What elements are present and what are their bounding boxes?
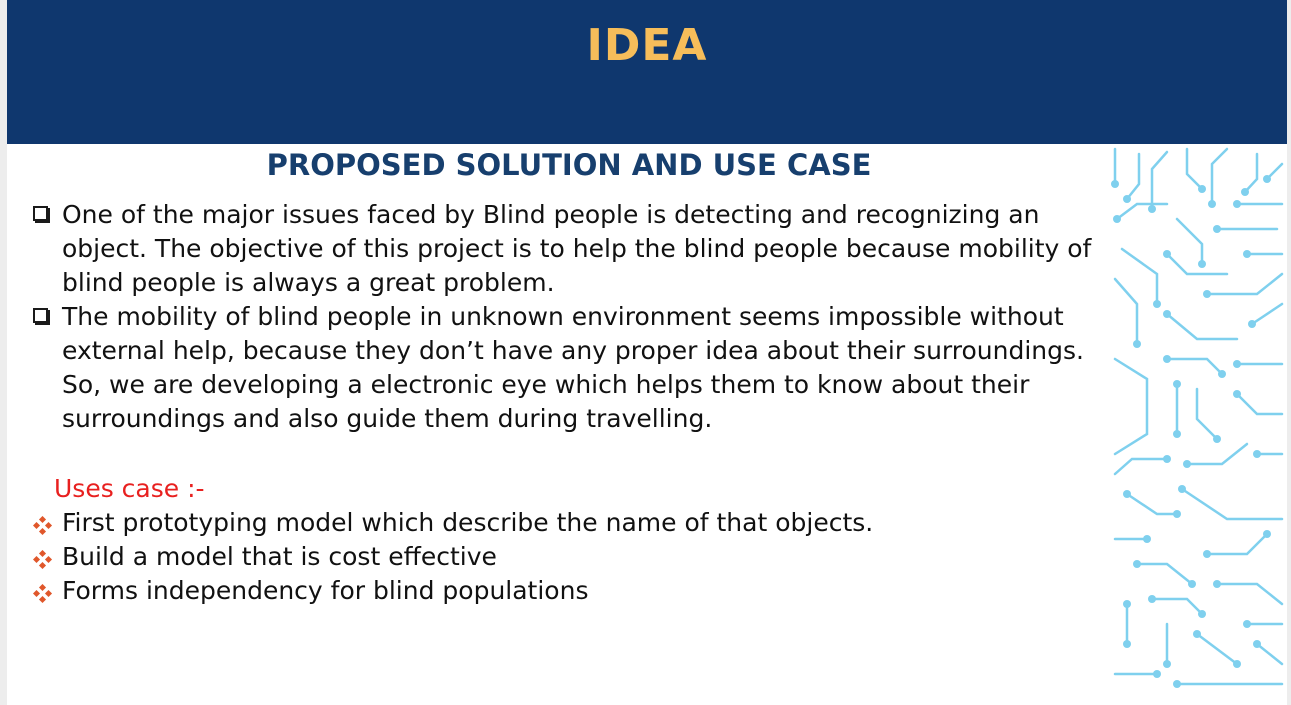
use-case-text: First prototyping model which describe t…: [62, 508, 874, 537]
square-bullet-icon: [33, 206, 48, 221]
diamond-bullet-icon: [33, 516, 53, 536]
diamond-bullet-icon: [33, 584, 53, 604]
use-case-item: First prototyping model which describe t…: [31, 506, 1031, 540]
bullet-item: One of the major issues faced by Blind p…: [31, 198, 1121, 300]
diamond-bullet-icon: [33, 550, 53, 570]
slide-title: IDEA: [586, 20, 708, 71]
header-bar: IDEA: [7, 0, 1287, 144]
bullet-text: The mobility of blind people in unknown …: [62, 302, 1084, 433]
use-case-text: Build a model that is cost effective: [62, 542, 497, 571]
use-case-text: Forms independency for blind populations: [62, 576, 589, 605]
slide: IDEA PROPOSED SOLUTION AND USE CASE One …: [7, 0, 1287, 705]
section-heading: PROPOSED SOLUTION AND USE CASE: [266, 148, 872, 182]
square-bullet-icon: [33, 308, 48, 323]
use-case-list: First prototyping model which describe t…: [31, 506, 1031, 608]
bullet-list: One of the major issues faced by Blind p…: [31, 198, 1121, 436]
bullet-text: One of the major issues faced by Blind p…: [62, 200, 1092, 297]
use-case-label: Uses case :-: [54, 474, 205, 503]
circuit-board-pattern-icon: [1111, 147, 1284, 688]
use-case-item: Build a model that is cost effective: [31, 540, 1031, 574]
bullet-item: The mobility of blind people in unknown …: [31, 300, 1121, 436]
use-case-item: Forms independency for blind populations: [31, 574, 1031, 608]
